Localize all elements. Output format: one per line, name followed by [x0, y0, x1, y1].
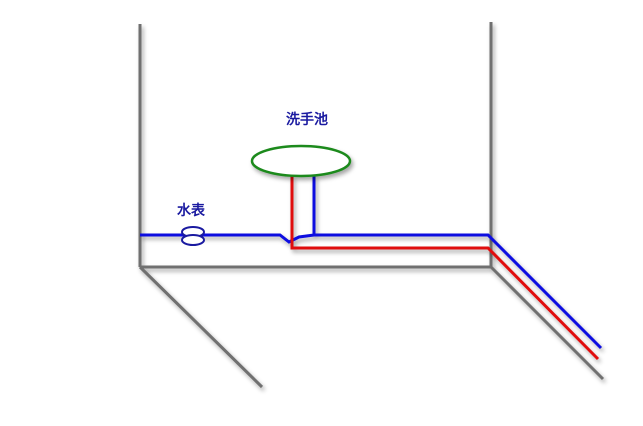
sink-basin-icon	[250, 144, 352, 178]
water-meter-bottom-ring	[181, 234, 205, 246]
room-walls	[138, 22, 605, 389]
water-meter-icon	[181, 226, 205, 246]
water-meter-label: 水表	[177, 202, 206, 219]
cold-water-pipe	[140, 233, 603, 350]
sink-label: 洗手池	[286, 111, 328, 128]
pipes	[140, 176, 603, 361]
hot-water-pipe	[290, 176, 600, 361]
floor-left-edge-line	[138, 265, 264, 389]
floor-right-edge-line	[489, 265, 605, 381]
